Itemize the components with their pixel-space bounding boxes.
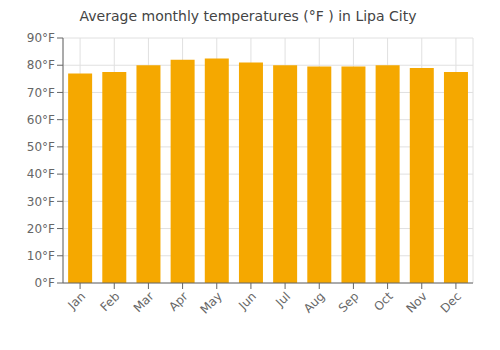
svg-text:0°F: 0°F [34,276,55,290]
svg-text:Feb: Feb [97,289,122,314]
svg-text:20°F: 20°F [27,222,55,236]
svg-text:70°F: 70°F [27,86,55,100]
svg-text:60°F: 60°F [27,113,55,127]
svg-text:Sep: Sep [336,289,362,315]
svg-text:Jan: Jan [65,289,89,313]
svg-text:Nov: Nov [403,289,429,315]
svg-text:80°F: 80°F [27,58,55,72]
svg-text:Mar: Mar [131,289,157,315]
svg-text:10°F: 10°F [27,249,55,263]
svg-text:Jul: Jul [272,289,293,310]
svg-text:Oct: Oct [371,289,396,314]
svg-text:May: May [197,289,224,316]
svg-text:30°F: 30°F [27,195,55,209]
svg-text:Jun: Jun [235,289,259,313]
html-text:Average monthly temperatures (: Average monthly temperatures (°F ) in Li… [79,8,417,24]
svg-text:40°F: 40°F [27,167,55,181]
svg-text:Aug: Aug [301,289,327,315]
svg-text:Apr: Apr [166,289,191,314]
svg-text:50°F: 50°F [27,140,55,154]
svg-text:Dec: Dec [438,289,464,315]
svg-text:90°F: 90°F [27,31,55,45]
